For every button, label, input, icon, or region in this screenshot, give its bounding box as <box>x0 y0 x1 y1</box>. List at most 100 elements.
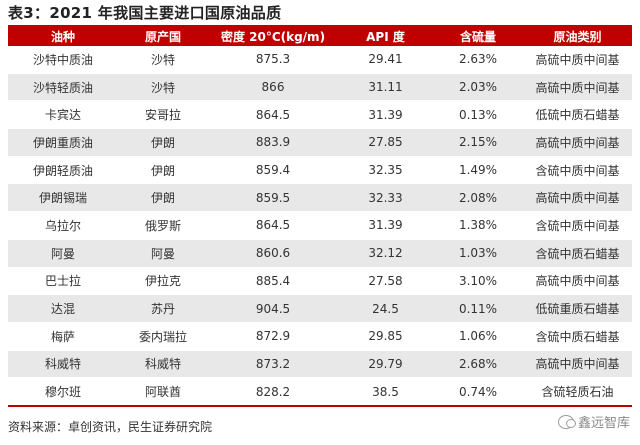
table-row: 科威特 科威特 873.2 29.79 2.68% 高硫中质中间基 <box>8 350 632 379</box>
watermark-text: 鑫远智库 <box>577 416 630 431</box>
header-sulfur: 含硫量 <box>433 27 523 46</box>
cell-origin: 伊朗 <box>118 128 208 157</box>
cell-density: 864.5 <box>208 100 338 130</box>
source-note: 资料来源：卓创资讯，民生证券研究院 <box>8 420 213 434</box>
cell-sulfur: 0.11% <box>433 294 523 323</box>
watermark: 鑫远智库 <box>557 412 630 431</box>
cell-density: 828.2 <box>208 377 338 407</box>
table-title: 表3：2021 年我国主要进口国原油品质 <box>8 4 282 22</box>
cell-category: 高硫中质中间基 <box>523 183 632 213</box>
cell-api: 31.11 <box>338 73 433 102</box>
cell-origin: 伊朗 <box>118 183 208 213</box>
cell-density: 885.4 <box>208 267 338 296</box>
cell-oil-type: 穆尔班 <box>8 377 118 407</box>
cell-oil-type: 沙特轻质油 <box>8 73 118 102</box>
header-oil-type: 油种 <box>8 27 118 46</box>
table-row: 穆尔班 阿联酋 828.2 38.5 0.74% 含硫轻质石油 <box>8 377 632 407</box>
cell-density: 859.4 <box>208 156 338 185</box>
cell-oil-type: 伊朗重质油 <box>8 128 118 157</box>
cell-api: 29.85 <box>338 322 433 351</box>
table-row: 巴士拉 伊拉克 885.4 27.58 3.10% 高硫中质中间基 <box>8 267 632 296</box>
cell-sulfur: 1.49% <box>433 156 523 185</box>
cell-sulfur: 1.06% <box>433 322 523 351</box>
cell-sulfur: 0.13% <box>433 100 523 130</box>
cell-category: 低硫中质石蜡基 <box>523 100 632 130</box>
cell-api: 27.85 <box>338 128 433 157</box>
cell-api: 29.41 <box>338 46 433 74</box>
cell-category: 含硫中质石蜡基 <box>523 322 632 351</box>
cell-category: 含硫中质中间基 <box>523 156 632 185</box>
cell-density: 872.9 <box>208 322 338 351</box>
cell-sulfur: 2.15% <box>433 128 523 157</box>
cell-api: 32.33 <box>338 183 433 213</box>
cell-category: 高硫中质中间基 <box>523 128 632 157</box>
cell-api: 31.39 <box>338 211 433 240</box>
table-row: 伊朗锡瑞 伊朗 859.5 32.33 2.08% 高硫中质中间基 <box>8 183 632 213</box>
table-row: 达混 苏丹 904.5 24.5 0.11% 低硫重质石蜡基 <box>8 294 632 323</box>
cell-oil-type: 巴士拉 <box>8 267 118 296</box>
cell-origin: 沙特 <box>118 73 208 102</box>
cell-origin: 委内瑞拉 <box>118 322 208 351</box>
cell-category: 低硫重质石蜡基 <box>523 294 632 323</box>
table-row: 阿曼 阿曼 860.6 32.12 1.03% 含硫中质石蜡基 <box>8 239 632 268</box>
cell-oil-type: 伊朗锡瑞 <box>8 183 118 213</box>
cell-api: 32.12 <box>338 239 433 268</box>
cell-density: 859.5 <box>208 183 338 213</box>
header-origin: 原产国 <box>118 27 208 46</box>
cell-sulfur: 2.03% <box>433 73 523 102</box>
table-row: 伊朗轻质油 伊朗 859.4 32.35 1.49% 含硫中质中间基 <box>8 156 632 185</box>
cell-api: 32.35 <box>338 156 433 185</box>
cell-category: 高硫中质中间基 <box>523 73 632 102</box>
table-row: 梅萨 委内瑞拉 872.9 29.85 1.06% 含硫中质石蜡基 <box>8 322 632 351</box>
title-divider <box>8 25 632 27</box>
cell-category: 含硫中质中间基 <box>523 211 632 240</box>
cell-oil-type: 伊朗轻质油 <box>8 156 118 185</box>
header-api: API 度 <box>338 27 433 46</box>
cell-oil-type: 科威特 <box>8 350 118 379</box>
cell-origin: 沙特 <box>118 46 208 74</box>
cell-density: 875.3 <box>208 46 338 74</box>
cell-sulfur: 1.38% <box>433 211 523 240</box>
cell-oil-type: 达混 <box>8 294 118 323</box>
header-category: 原油类别 <box>523 27 632 46</box>
cell-density: 860.6 <box>208 239 338 268</box>
cell-sulfur: 2.08% <box>433 183 523 213</box>
table-header-row: 油种 原产国 密度 20°C(kg/m) API 度 含硫量 原油类别 <box>8 27 632 46</box>
cell-origin: 伊朗 <box>118 156 208 185</box>
cell-sulfur: 1.03% <box>433 239 523 268</box>
cell-api: 24.5 <box>338 294 433 323</box>
cell-category: 含硫轻质石油 <box>523 377 632 407</box>
crude-oil-quality-table: 油种 原产国 密度 20°C(kg/m) API 度 含硫量 原油类别 沙特中质… <box>8 27 632 407</box>
cell-origin: 苏丹 <box>118 294 208 323</box>
cell-density: 866 <box>208 73 338 102</box>
cell-oil-type: 乌拉尔 <box>8 211 118 240</box>
cell-oil-type: 阿曼 <box>8 239 118 268</box>
cell-category: 高硫中质中间基 <box>523 46 632 74</box>
cell-api: 27.58 <box>338 267 433 296</box>
cell-api: 38.5 <box>338 377 433 407</box>
cell-oil-type: 沙特中质油 <box>8 46 118 74</box>
cell-api: 31.39 <box>338 100 433 130</box>
table-row: 卡宾达 安哥拉 864.5 31.39 0.13% 低硫中质石蜡基 <box>8 100 632 130</box>
cell-origin: 阿联酋 <box>118 377 208 407</box>
cell-oil-type: 梅萨 <box>8 322 118 351</box>
cell-sulfur: 3.10% <box>433 267 523 296</box>
table-row: 伊朗重质油 伊朗 883.9 27.85 2.15% 高硫中质中间基 <box>8 128 632 157</box>
cell-category: 高硫中质中间基 <box>523 350 632 379</box>
table-body: 沙特中质油 沙特 875.3 29.41 2.63% 高硫中质中间基 沙特轻质油 沙特 866 3… <box>8 46 632 407</box>
header-density: 密度 20°C(kg/m) <box>208 27 338 46</box>
cell-origin: 科威特 <box>118 350 208 379</box>
cell-origin: 阿曼 <box>118 239 208 268</box>
cell-api: 29.79 <box>338 350 433 379</box>
cell-sulfur: 2.68% <box>433 350 523 379</box>
table-row: 沙特中质油 沙特 875.3 29.41 2.63% 高硫中质中间基 <box>8 46 632 74</box>
cell-density: 864.5 <box>208 211 338 240</box>
cell-density: 883.9 <box>208 128 338 157</box>
cell-density: 904.5 <box>208 294 338 323</box>
wechat-icon <box>557 414 576 429</box>
table-row: 沙特轻质油 沙特 866 31.11 2.03% 高硫中质中间基 <box>8 73 632 102</box>
table-row: 乌拉尔 俄罗斯 864.5 31.39 1.38% 含硫中质中间基 <box>8 211 632 240</box>
cell-origin: 俄罗斯 <box>118 211 208 240</box>
cell-origin: 安哥拉 <box>118 100 208 130</box>
cell-category: 含硫中质石蜡基 <box>523 239 632 268</box>
